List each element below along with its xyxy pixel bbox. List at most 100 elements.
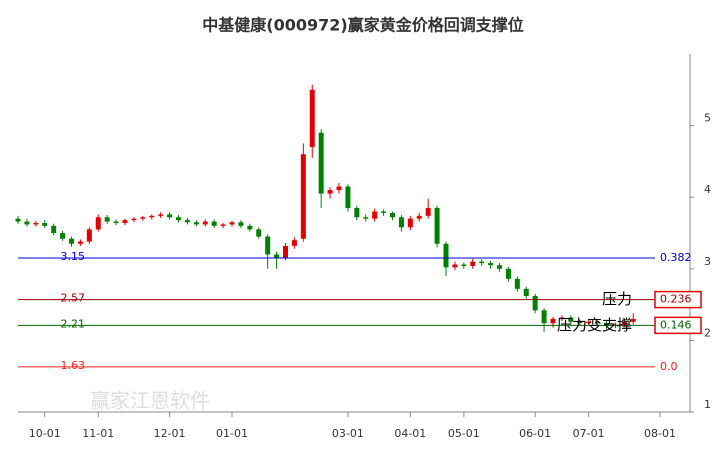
candle-body (577, 321, 583, 324)
candle-body (363, 217, 369, 219)
candle-body (345, 186, 351, 208)
x-tick-label: 07-01 (573, 427, 605, 440)
candle-body (104, 217, 110, 222)
candle-body (336, 186, 342, 191)
candle-body (505, 268, 511, 279)
candle-body (479, 261, 485, 264)
x-tick-label: 04-01 (394, 427, 426, 440)
candle-body (15, 218, 21, 222)
level-price: 2.57 (61, 292, 86, 305)
level-price: 2.21 (61, 317, 86, 330)
candle-body (381, 211, 387, 213)
candle-body (550, 318, 556, 324)
y-tick-label: 5 (704, 112, 711, 125)
candle-body (559, 317, 565, 319)
candle-body (434, 207, 440, 244)
candle-body (407, 218, 413, 228)
candle-body (398, 217, 404, 228)
candle-body (265, 236, 271, 255)
candle-body (247, 225, 253, 230)
candle-body (256, 229, 262, 237)
candle-body (327, 190, 333, 194)
annotation: 压力变支撑 (557, 316, 632, 334)
y-tick-label: 3 (704, 255, 711, 268)
x-tick-label: 01-01 (216, 427, 248, 440)
candle-body (184, 220, 190, 223)
y-tick-label: 2 (704, 326, 711, 339)
candle-body (113, 221, 119, 223)
x-tick-label: 10-01 (29, 427, 61, 440)
candle-body (300, 154, 306, 239)
level-price: 1.63 (61, 359, 86, 372)
candle-body (586, 321, 592, 324)
y-tick-label: 4 (704, 183, 711, 196)
candle-body (42, 222, 48, 226)
level-ratio: 0.0 (660, 360, 678, 373)
candle-body (193, 222, 199, 225)
candle-body (488, 263, 494, 266)
level-ratio: 0.236 (660, 293, 692, 306)
candle-body (122, 220, 128, 223)
x-tick-label: 12-01 (154, 427, 186, 440)
x-tick-label: 06-01 (519, 427, 551, 440)
level-box (654, 316, 702, 335)
candle-body (167, 214, 173, 218)
candle-body (390, 212, 395, 218)
candle-body (452, 264, 458, 268)
level-box (654, 290, 702, 309)
candle-body (202, 221, 208, 225)
level-price: 3.15 (61, 250, 86, 263)
candle-body (77, 241, 83, 244)
candle-body (229, 222, 235, 225)
candle-body (69, 238, 74, 244)
candle-body (283, 245, 288, 259)
candle-body (425, 207, 431, 216)
candle-body (354, 207, 360, 218)
candle-body (24, 221, 30, 225)
candle-body (33, 222, 39, 225)
candle-body (211, 221, 217, 226)
candle-body (86, 229, 92, 242)
candle-body (443, 243, 449, 268)
chart-title: 中基健康(000972)赢家黄金价格回调支撑位 (202, 16, 523, 35)
y-tick-label: 1 (704, 398, 711, 411)
level-ratio: 0.146 (660, 318, 692, 331)
candle-body (220, 224, 226, 226)
x-tick-label: 03-01 (332, 427, 364, 440)
candle-body (60, 233, 66, 239)
candle-body (238, 222, 244, 226)
candle-body (318, 132, 324, 194)
candle-body (470, 261, 476, 266)
candle-body (621, 321, 627, 325)
candle-body (416, 215, 422, 219)
candle-body (149, 215, 155, 218)
candle-body (604, 323, 609, 327)
candle-body (309, 89, 315, 148)
candle-body (140, 217, 146, 219)
candle-body (51, 225, 57, 233)
candle-body (595, 321, 601, 324)
x-tick-label: 11-01 (82, 427, 114, 440)
candle-body (461, 264, 467, 266)
watermark: 赢家江恩软件 (90, 389, 210, 413)
candle-body (497, 265, 502, 269)
candle-body (532, 296, 538, 311)
level-ratio: 0.382 (660, 251, 692, 264)
candle-body (523, 288, 529, 297)
candle-body (541, 310, 547, 324)
candle-body (95, 217, 101, 230)
candle-body (274, 254, 280, 259)
candle-body (372, 211, 378, 219)
candle-body (158, 214, 164, 216)
candle-body (131, 218, 137, 221)
candle-body (291, 240, 297, 246)
candle-body (514, 278, 520, 289)
x-tick-label: 08-01 (644, 427, 676, 440)
candle-body (568, 317, 574, 322)
candle-body (176, 217, 181, 221)
x-tick-label: 05-01 (448, 427, 480, 440)
candle-body (630, 318, 636, 322)
annotation: 压力 (602, 290, 632, 308)
